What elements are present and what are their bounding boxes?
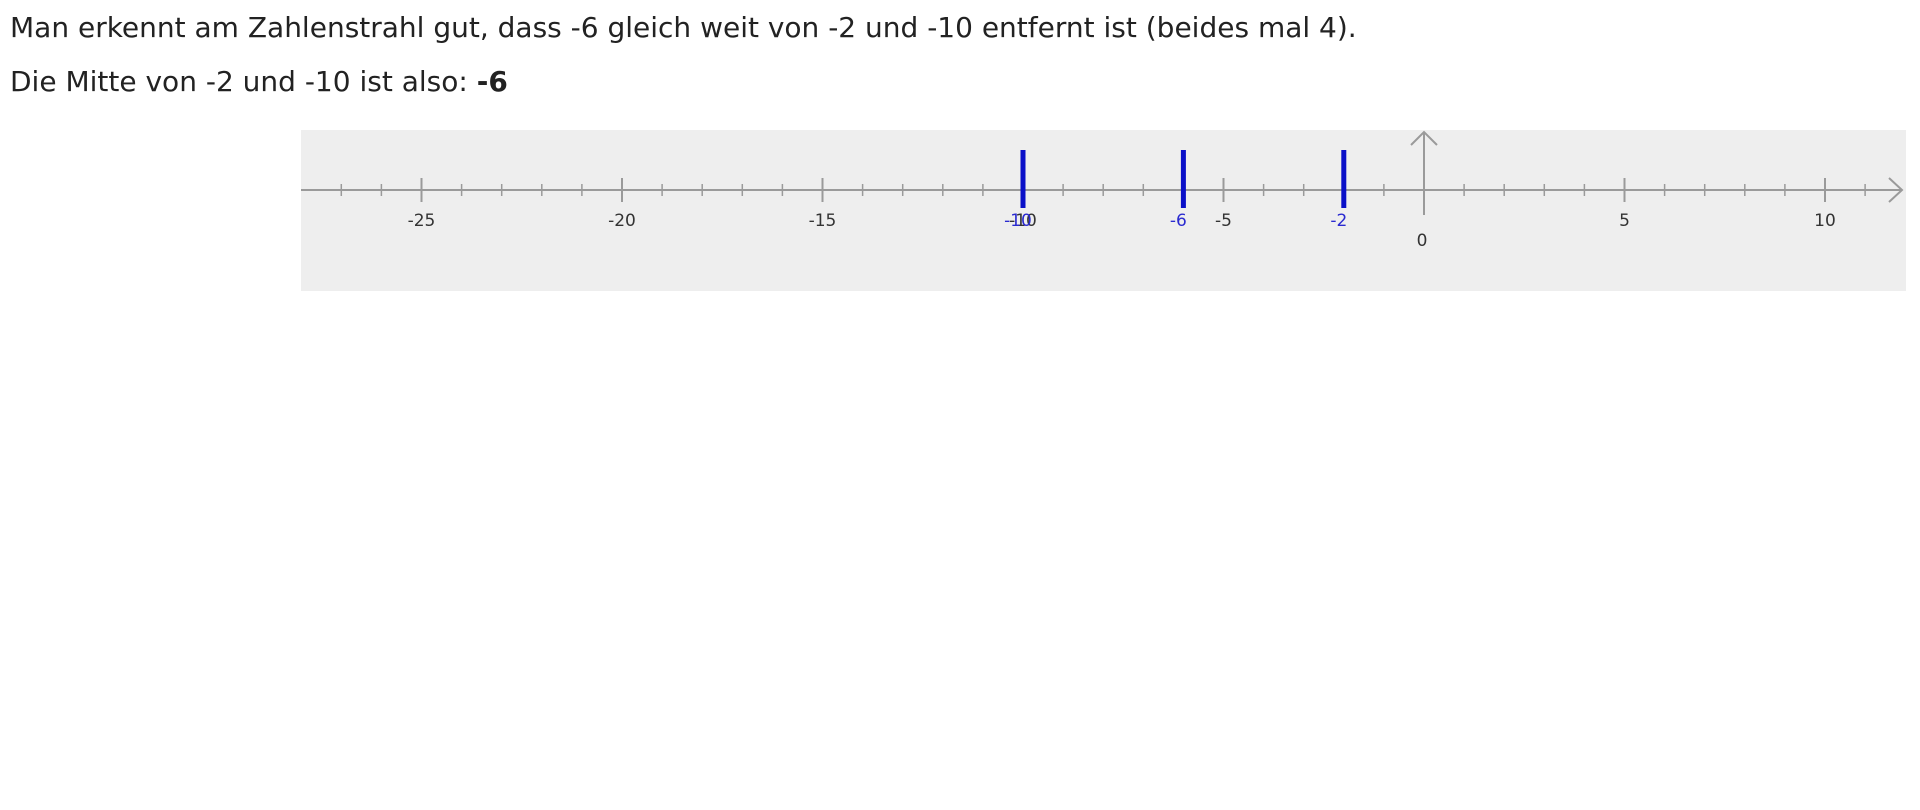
tick-label: -5 (1215, 211, 1232, 231)
tick-label: 10 (1814, 211, 1836, 231)
tick-label: 5 (1619, 211, 1630, 231)
explanation-line: Man erkennt am Zahlenstrahl gut, dass -6… (10, 10, 1357, 46)
conclusion-answer: -6 (476, 65, 508, 98)
tick-label: -20 (608, 211, 636, 231)
conclusion-text: Die Mitte von -2 und -10 ist also: (10, 65, 477, 98)
explanation-text: Man erkennt am Zahlenstrahl gut, dass -6… (10, 11, 1357, 44)
y-axis-arrow (1410, 130, 1438, 146)
number-line-panel: -25 -20 -15 -10 -5 5 10 0 -10 -6 -2 (301, 130, 1906, 291)
origin-label: 0 (1417, 231, 1428, 251)
tick-label: -15 (809, 211, 837, 231)
conclusion-line: Die Mitte von -2 und -10 ist also: -6 (10, 64, 508, 100)
number-line: -25 -20 -15 -10 -5 5 10 0 -10 -6 -2 (301, 130, 1904, 251)
marker-label: -2 (1330, 211, 1347, 231)
marker-label: -10 (1004, 211, 1032, 231)
x-axis-arrow (1888, 177, 1904, 203)
marker-label: -6 (1170, 211, 1187, 231)
tick-label: -10 (1009, 211, 1037, 231)
tick-label: -25 (408, 211, 436, 231)
